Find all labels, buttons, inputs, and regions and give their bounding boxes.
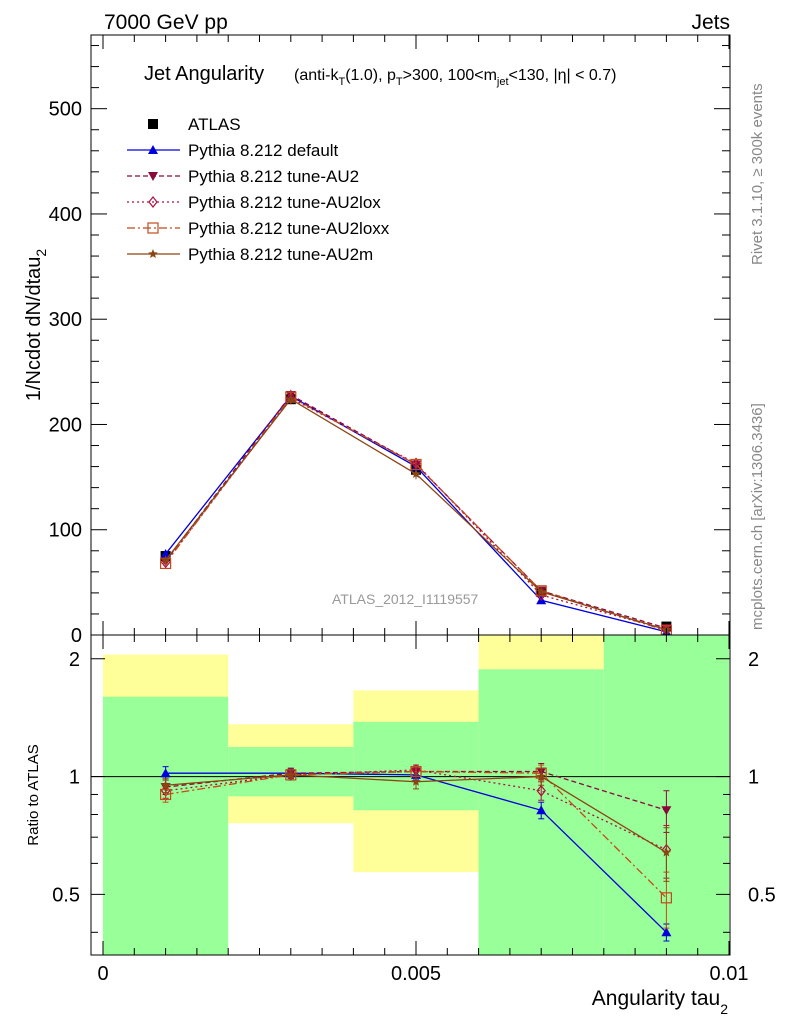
- main-y-tick-label: 500: [49, 99, 82, 121]
- ratio-data-point: [160, 780, 171, 790]
- main-panel: 0 100 200 300 400 500 ATLAS_2012_I1119557 Jet…: [23, 34, 731, 647]
- data-point: [411, 468, 421, 478]
- chart-subtitle: (anti-kT(1.0), pT>300, 100<mjet<130, |η|…: [294, 67, 616, 88]
- ratio-data-point: [661, 806, 672, 816]
- data-point: [536, 589, 546, 601]
- ratio-y-tick-label: 1: [69, 767, 80, 789]
- legend-marker: [147, 222, 159, 234]
- ratio-data-point: [536, 771, 546, 781]
- x-tick-label: 0.005: [391, 963, 441, 985]
- legend-label: Pythia 8.212 tune-AU2lox: [188, 193, 381, 212]
- legend-label: ATLAS: [188, 115, 241, 134]
- main-y-tick-label: 100: [49, 520, 82, 542]
- data-point: [536, 586, 546, 596]
- main-y-tick-label: 300: [49, 309, 82, 331]
- ratio-panel: 0.5 0.5 1 1 2 2 0 0.005 0.01 Ratio to ATLAS: [25, 634, 776, 985]
- ratio-data-point: [661, 847, 672, 857]
- ratio-y-tick-label-right: 2: [748, 649, 759, 671]
- mcplots-label: mcplots.cern.ch [arXiv:1306.3436]: [749, 403, 766, 630]
- legend-label: Pythia 8.212 tune-AU2loxx: [188, 219, 390, 238]
- main-y-tick-label: 400: [49, 204, 82, 226]
- legend: ATLAS Pythia 8.212 default Pythia 8.212 tu…: [127, 115, 390, 264]
- ratio-y-tick-label-right: 0.5: [748, 884, 776, 906]
- ratio-data-point: [660, 892, 673, 904]
- main-y-axis-title: 1/Ncdot dN/dtau2: [23, 249, 49, 402]
- legend-marker: [148, 249, 158, 258]
- main-frame: [90, 34, 731, 636]
- legend-label: Pythia 8.212 tune-AU2: [188, 167, 359, 186]
- x-tick-label: 0.01: [710, 963, 749, 985]
- energy-label: 7000 GeV pp: [104, 11, 228, 34]
- ratio-y-axis-title: Ratio to ATLAS: [25, 744, 42, 845]
- process-label: Jets: [691, 11, 730, 34]
- data-point: [535, 585, 547, 597]
- analysis-id: ATLAS_2012_I1119557: [332, 591, 479, 607]
- uncertainty-band-green: [103, 696, 229, 955]
- legend-marker: [148, 119, 158, 129]
- ratio-y-tick-label: 2: [69, 649, 80, 671]
- rivet-label: Rivet 3.1.10, ≥ 300k events: [749, 83, 766, 265]
- ratio-y-tick-label-right: 1: [748, 767, 759, 789]
- series-line: [165, 394, 667, 629]
- legend-label: Pythia 8.212 default: [188, 141, 339, 160]
- main-y-tick-label: 200: [49, 414, 82, 436]
- ratio-data-point: [286, 769, 296, 779]
- ratio-data-point: [411, 776, 421, 786]
- data-point: [160, 548, 171, 558]
- ratio-data-point: [160, 768, 171, 778]
- chart-title: Jet Angularity: [144, 63, 264, 85]
- ratio-data-point: [536, 805, 547, 815]
- legend-marker: [148, 196, 158, 208]
- ratio-frame: [90, 634, 731, 956]
- ratio-y-tick-label: 0.5: [52, 884, 80, 906]
- legend-marker: [148, 145, 158, 154]
- data-point: [160, 555, 171, 565]
- x-axis-title: Angularity tau2: [592, 987, 728, 1017]
- main-y-tick-label: 0: [71, 625, 82, 647]
- legend-label: Pythia 8.212 tune-AU2m: [188, 245, 373, 264]
- data-point: [286, 394, 296, 404]
- ratio-data-point: [536, 784, 546, 797]
- x-tick-label: 0: [97, 963, 108, 985]
- legend-marker: [148, 172, 158, 181]
- ratio-data-point: [661, 927, 672, 937]
